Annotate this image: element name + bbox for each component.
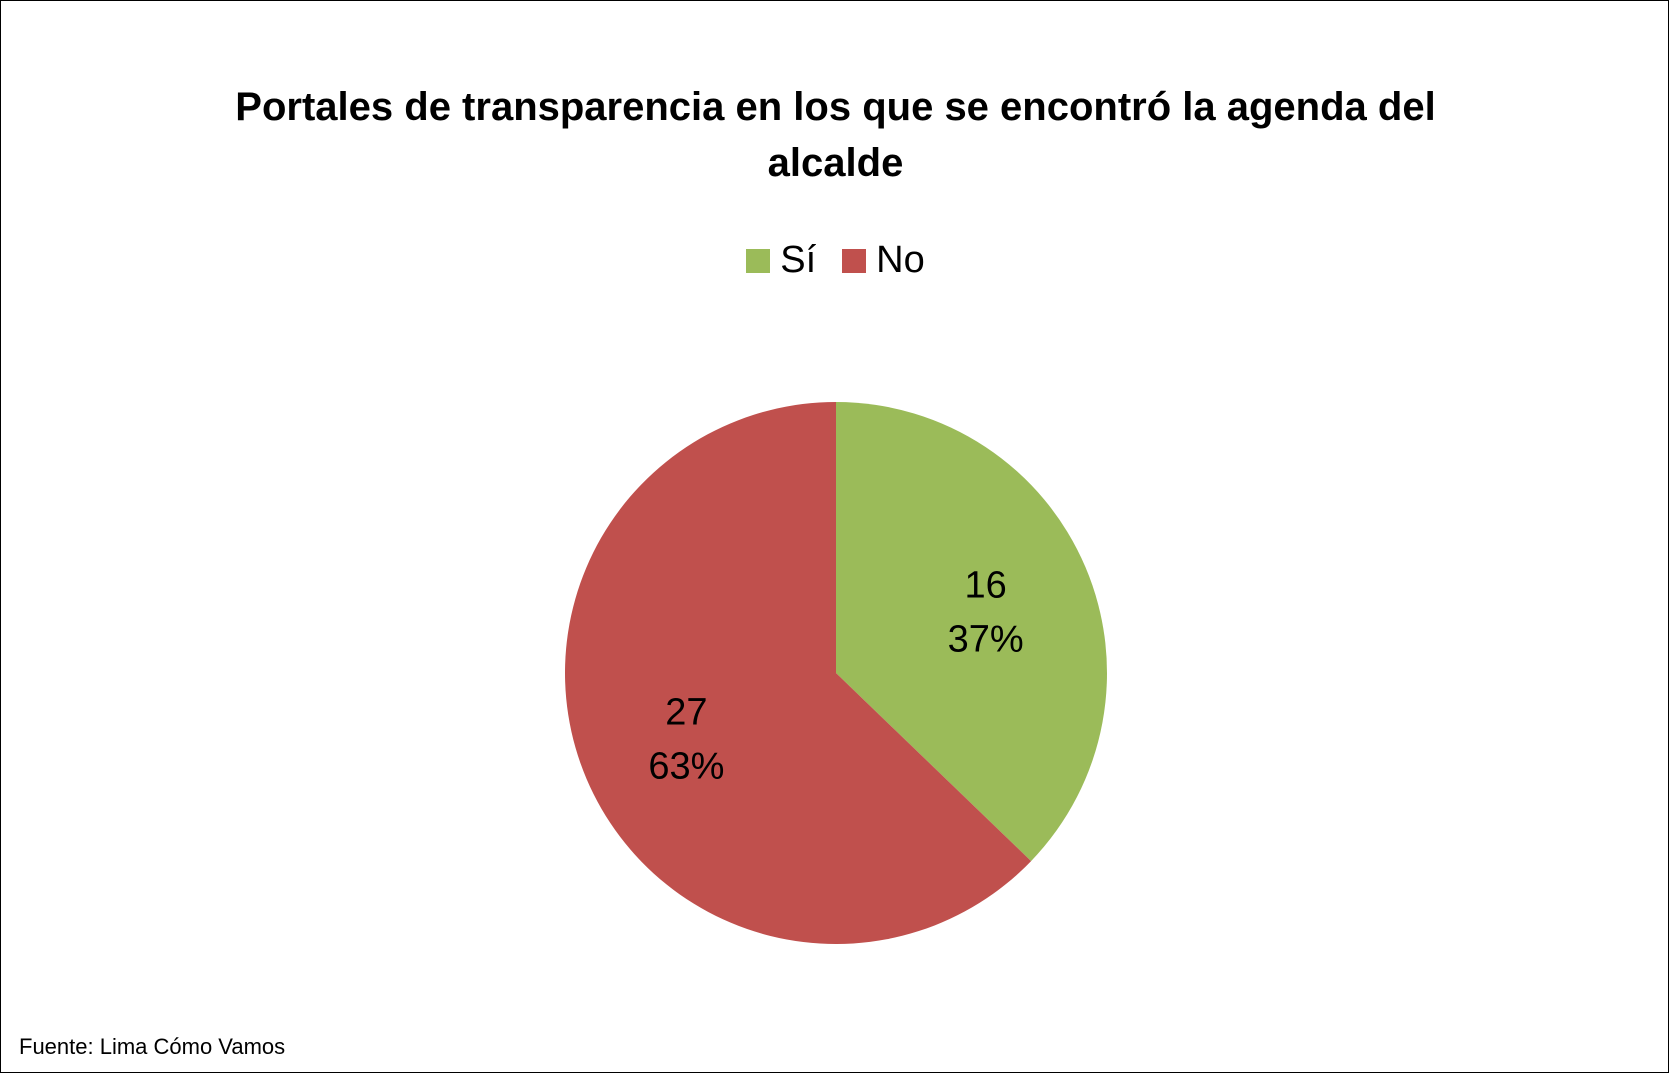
slice-percent-label-no: 63% bbox=[648, 746, 724, 788]
legend-item-si: Sí bbox=[746, 239, 816, 282]
legend-swatch-no bbox=[842, 248, 867, 273]
source-note: Fuente: Lima Cómo Vamos bbox=[19, 1034, 286, 1059]
pie-labels: 16 37% 27 63% bbox=[648, 564, 1023, 787]
pie-slices bbox=[565, 402, 1107, 944]
legend-swatch-si bbox=[746, 248, 771, 273]
chart-title-line-1: Portales de transparencia en los que se … bbox=[235, 85, 1436, 129]
chart-title-line-2: alcalde bbox=[767, 141, 904, 185]
pie-slice-si bbox=[836, 402, 1107, 862]
chart-title: Portales de transparencia en los que se … bbox=[151, 79, 1520, 191]
slice-value-label-no: 27 bbox=[665, 692, 707, 734]
slice-percent-label-si: 37% bbox=[948, 618, 1024, 660]
legend-item-no: No bbox=[842, 239, 925, 282]
pie-slice-no bbox=[565, 402, 1032, 944]
legend-label-no: No bbox=[876, 239, 925, 281]
chart-legend: Sí No bbox=[1, 239, 1669, 282]
legend-label-si: Sí bbox=[780, 239, 817, 281]
slice-value-label-si: 16 bbox=[965, 564, 1007, 606]
